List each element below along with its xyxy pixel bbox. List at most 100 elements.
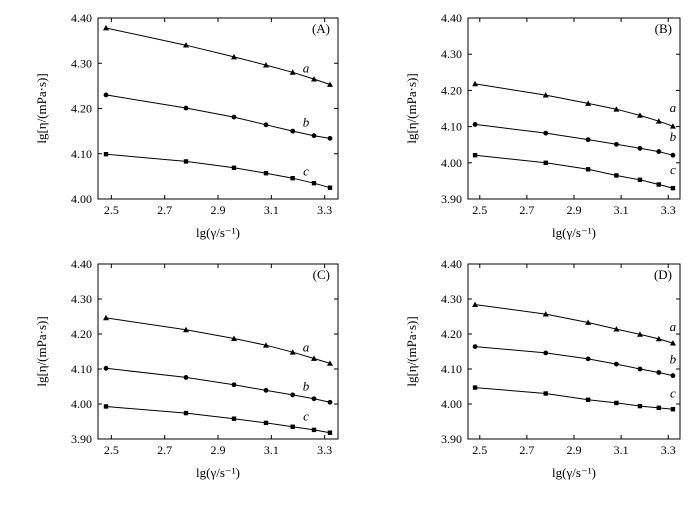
data-point-c <box>183 159 189 164</box>
data-point-a <box>655 335 662 342</box>
x-tick-label: 2.5 <box>104 203 119 217</box>
data-point-a <box>311 355 317 361</box>
y-tick-label: 4.20 <box>441 83 462 97</box>
y-tick-label: 4.00 <box>71 192 92 206</box>
data-point-b <box>327 135 333 141</box>
panel-label: (A) <box>312 21 330 36</box>
data-point-b <box>263 122 269 128</box>
series-line-c <box>105 406 331 434</box>
data-point-c <box>290 175 295 181</box>
x-axis-title: lg(γ/s⁻¹) <box>552 225 596 240</box>
data-point-c <box>656 405 661 411</box>
chart-panel-c: 3.90 4.00 4.10 4.20 4.30 4.40 2.5 2.7 2.9 3.1 3.3 l… <box>34 257 339 480</box>
data-point-b <box>543 350 549 356</box>
data-point-c <box>614 173 619 178</box>
data-point-c <box>263 171 269 176</box>
series-label-c: c <box>670 385 676 400</box>
data-point-c <box>543 160 548 165</box>
x-axis-title: lg(γ/s⁻¹) <box>196 225 240 240</box>
data-point-c <box>585 167 591 172</box>
x-tick-label: 2.7 <box>519 203 534 217</box>
chart-panel-d: 3.90 4.00 4.10 4.20 4.30 4.40 2.5 2.7 2.9 3.1 3.3 l… <box>404 257 681 480</box>
y-axis-title: lg[η/(mPa·s)] <box>34 316 49 386</box>
data-point-c <box>263 420 269 426</box>
data-point-b <box>231 382 237 388</box>
data-point-a <box>311 76 317 82</box>
data-point-a <box>636 331 643 337</box>
series-label-b: b <box>670 129 677 144</box>
y-tick-label: 3.90 <box>441 432 462 446</box>
data-point-c <box>103 404 109 409</box>
y-tick-label: 4.40 <box>441 257 462 271</box>
data-point-b <box>231 114 237 120</box>
data-point-b <box>670 152 676 158</box>
data-point-b <box>585 356 591 362</box>
data-point-b <box>183 375 189 380</box>
data-point-a <box>669 340 676 346</box>
series-label-c: c <box>303 164 309 179</box>
series-label-b: b <box>303 378 310 393</box>
y-tick-label: 4.20 <box>71 102 92 116</box>
series-line-a <box>475 83 674 127</box>
data-point-c <box>637 177 643 183</box>
data-point-b <box>327 399 333 405</box>
data-point-a <box>263 62 269 68</box>
series-line-c <box>475 154 674 189</box>
x-tick-label: 3.1 <box>614 203 629 217</box>
data-point-b <box>543 130 549 136</box>
y-tick-label: 3.90 <box>441 192 462 206</box>
chart-panel-a: 4.00 4.10 4.20 4.30 4.40 2.5 2.7 2.9 3.1 3.3 lg(γ/… <box>34 11 339 240</box>
data-point-b <box>585 137 591 143</box>
data-point-c <box>231 165 237 170</box>
data-point-c <box>290 424 295 429</box>
data-point-b <box>472 344 478 349</box>
series-label-c: c <box>303 409 309 424</box>
y-tick-label: 4.40 <box>71 257 92 271</box>
x-tick-label: 2.7 <box>157 203 172 217</box>
data-point-b <box>103 365 109 371</box>
data-point-a <box>636 112 643 118</box>
x-tick-label: 2.7 <box>157 443 172 457</box>
data-point-c <box>585 397 591 402</box>
panel-label: (B) <box>655 21 672 36</box>
series-label-b: b <box>670 352 677 367</box>
data-point-a <box>472 80 479 87</box>
x-tick-label: 3.3 <box>317 443 332 457</box>
data-point-b <box>614 141 619 147</box>
data-point-b <box>472 122 478 127</box>
data-point-c <box>472 152 478 158</box>
data-point-c <box>543 391 548 396</box>
y-tick-label: 4.40 <box>71 11 92 25</box>
data-point-b <box>290 128 296 134</box>
data-point-c <box>637 403 643 409</box>
data-point-a <box>613 106 620 112</box>
x-tick-label: 3.3 <box>317 203 332 217</box>
x-tick-label: 2.7 <box>519 443 534 457</box>
series-line-c <box>105 153 331 189</box>
data-point-c <box>327 430 333 435</box>
data-point-b <box>311 133 317 139</box>
x-tick-label: 3.1 <box>264 443 279 457</box>
data-point-a <box>327 81 333 87</box>
series-label-a: a <box>670 319 677 334</box>
series-line-b <box>475 123 674 156</box>
data-point-a <box>542 311 549 317</box>
data-point-b <box>290 392 296 398</box>
y-tick-label: 4.10 <box>441 362 462 376</box>
panel-label: (D) <box>654 267 672 282</box>
series-line-b <box>105 94 331 139</box>
x-tick-label: 2.5 <box>104 443 119 457</box>
data-point-b <box>656 370 662 375</box>
data-point-a <box>231 53 237 60</box>
series-label-c: c <box>670 162 676 177</box>
plot-frame <box>97 17 339 200</box>
x-tick-label: 2.9 <box>211 203 226 217</box>
y-tick-label: 4.10 <box>441 120 462 134</box>
x-tick-label: 3.1 <box>614 443 629 457</box>
data-point-a <box>289 69 296 75</box>
x-tick-label: 2.9 <box>567 203 582 217</box>
x-tick-label: 3.3 <box>661 203 676 217</box>
data-point-b <box>103 92 109 98</box>
y-tick-label: 4.00 <box>441 397 462 411</box>
